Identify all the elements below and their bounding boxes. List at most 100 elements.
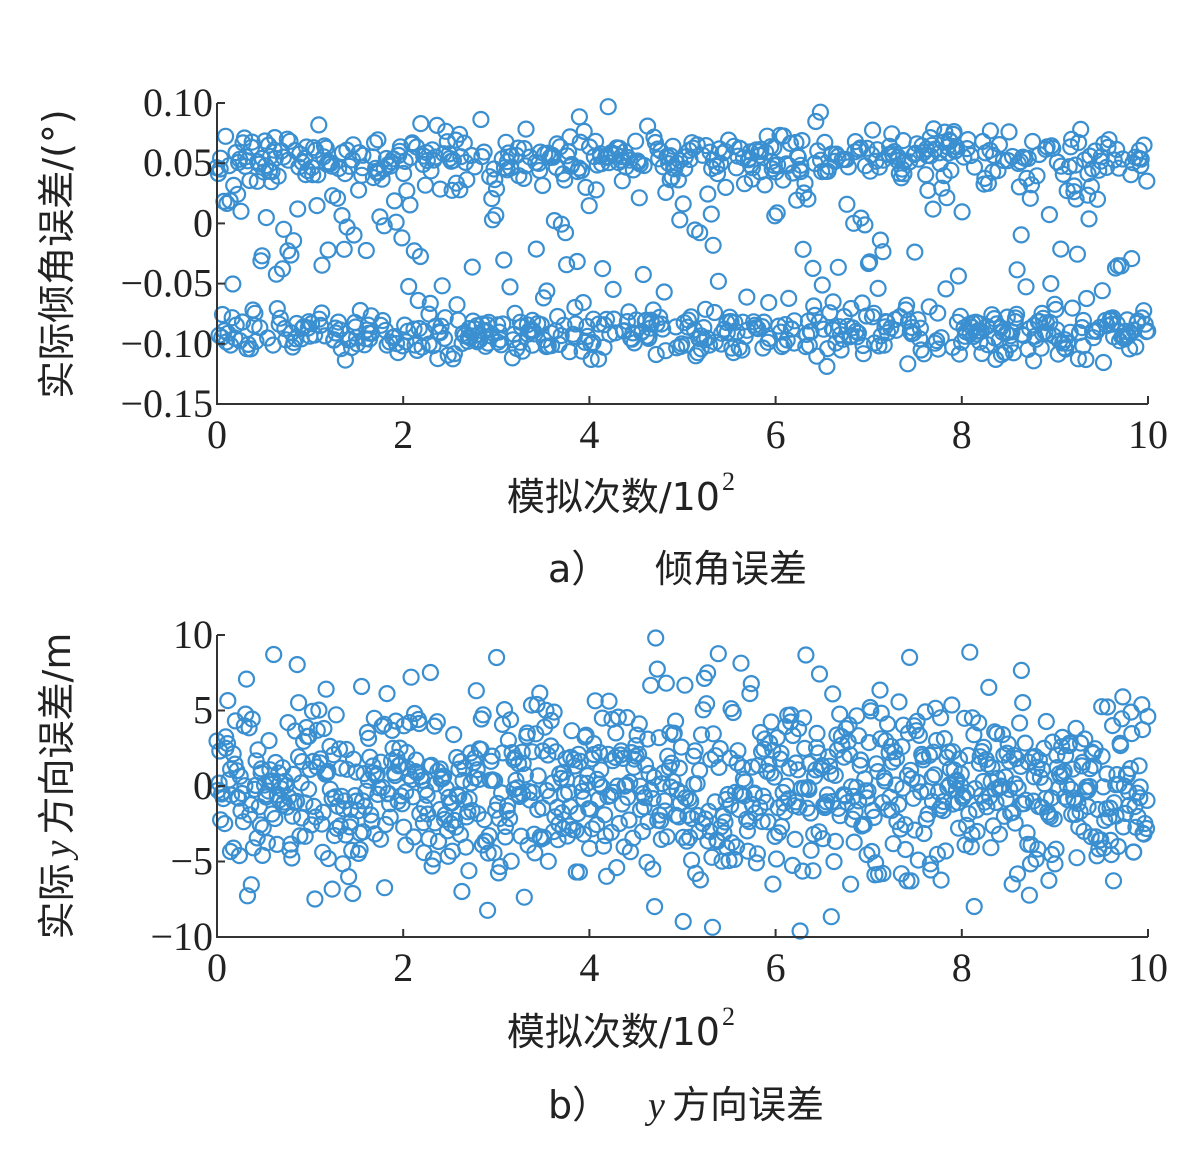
data-point bbox=[883, 753, 902, 771]
data-point bbox=[741, 684, 759, 703]
data-point bbox=[695, 331, 713, 349]
data-point bbox=[863, 842, 881, 861]
data-point bbox=[313, 815, 331, 833]
chart-a-points bbox=[208, 98, 1157, 375]
data-point bbox=[1100, 808, 1118, 827]
data-point bbox=[409, 291, 427, 310]
data-point bbox=[1047, 840, 1065, 858]
data-point bbox=[981, 122, 1000, 140]
data-point bbox=[1056, 746, 1075, 765]
data-point bbox=[628, 726, 646, 744]
data-point bbox=[529, 767, 547, 785]
data-point bbox=[458, 171, 476, 189]
data-point bbox=[577, 178, 595, 196]
data-point bbox=[516, 766, 535, 784]
data-point bbox=[608, 858, 626, 877]
data-point bbox=[665, 724, 683, 742]
data-point bbox=[233, 313, 252, 331]
data-point bbox=[988, 724, 1006, 743]
data-point bbox=[1000, 123, 1018, 141]
data-point bbox=[691, 224, 709, 242]
data-point bbox=[638, 117, 657, 135]
data-point bbox=[671, 211, 689, 229]
data-point bbox=[1079, 165, 1097, 183]
data-point bbox=[890, 693, 908, 711]
x-tick-label: 6 bbox=[766, 412, 786, 457]
data-point bbox=[237, 670, 256, 688]
data-point bbox=[241, 171, 259, 190]
data-point bbox=[807, 112, 825, 131]
data-point bbox=[678, 832, 696, 850]
data-point bbox=[1042, 845, 1061, 864]
data-point bbox=[230, 846, 248, 865]
x-tick-label: 10 bbox=[1128, 412, 1168, 457]
data-point bbox=[357, 241, 375, 260]
data-point bbox=[218, 734, 237, 753]
data-point bbox=[371, 208, 389, 226]
data-point bbox=[942, 161, 960, 179]
data-point bbox=[630, 189, 648, 207]
data-point bbox=[608, 777, 627, 795]
y-tick-label: 10 bbox=[173, 612, 213, 657]
data-point bbox=[421, 663, 439, 682]
data-point bbox=[253, 247, 271, 265]
data-point bbox=[680, 828, 699, 847]
data-point bbox=[645, 897, 664, 916]
data-point bbox=[854, 345, 873, 363]
data-point bbox=[256, 132, 274, 150]
data-point bbox=[1052, 240, 1070, 258]
data-point bbox=[756, 176, 774, 194]
data-point bbox=[742, 674, 760, 693]
data-point bbox=[438, 133, 456, 151]
data-point bbox=[710, 758, 728, 777]
y-tick-label: 0.10 bbox=[143, 80, 213, 125]
data-point bbox=[699, 185, 717, 203]
data-point bbox=[522, 696, 541, 714]
data-point bbox=[1093, 747, 1111, 765]
data-point bbox=[578, 774, 596, 792]
data-point bbox=[824, 293, 842, 311]
data-point bbox=[1079, 186, 1097, 204]
data-point bbox=[851, 751, 870, 769]
data-point bbox=[965, 897, 983, 916]
data-point bbox=[822, 908, 840, 926]
data-point bbox=[748, 845, 767, 863]
data-point bbox=[1122, 166, 1140, 184]
data-point bbox=[772, 744, 790, 762]
data-point bbox=[723, 834, 741, 852]
data-point bbox=[726, 313, 744, 331]
data-point bbox=[686, 742, 704, 760]
data-point bbox=[319, 849, 337, 868]
data-point bbox=[290, 694, 308, 712]
data-point bbox=[265, 645, 283, 664]
data-point bbox=[931, 709, 950, 727]
data-point bbox=[217, 127, 235, 145]
chart-b-x-axis-label: 模拟次数/10 bbox=[507, 1010, 720, 1054]
data-point bbox=[1130, 757, 1148, 775]
data-point bbox=[366, 134, 384, 152]
data-point bbox=[990, 136, 1009, 154]
data-point bbox=[515, 169, 533, 187]
data-point bbox=[552, 327, 570, 345]
data-point bbox=[327, 706, 345, 724]
data-point bbox=[357, 782, 375, 800]
data-point bbox=[1139, 322, 1157, 340]
data-point bbox=[537, 701, 555, 720]
data-point bbox=[325, 826, 344, 845]
data-point bbox=[310, 701, 328, 719]
data-point bbox=[455, 134, 473, 152]
data-point bbox=[621, 151, 639, 169]
data-point bbox=[909, 311, 927, 329]
data-point bbox=[617, 776, 636, 794]
data-point bbox=[690, 761, 709, 780]
data-point bbox=[682, 792, 700, 810]
data-point bbox=[906, 243, 924, 261]
data-point bbox=[572, 161, 591, 180]
data-point bbox=[1098, 698, 1117, 716]
chart-b-caption-text: 方向误差 bbox=[672, 1083, 824, 1127]
data-point bbox=[217, 333, 235, 351]
data-point bbox=[1007, 305, 1026, 323]
data-point bbox=[479, 901, 497, 919]
data-point bbox=[315, 719, 333, 738]
data-point bbox=[724, 703, 742, 722]
